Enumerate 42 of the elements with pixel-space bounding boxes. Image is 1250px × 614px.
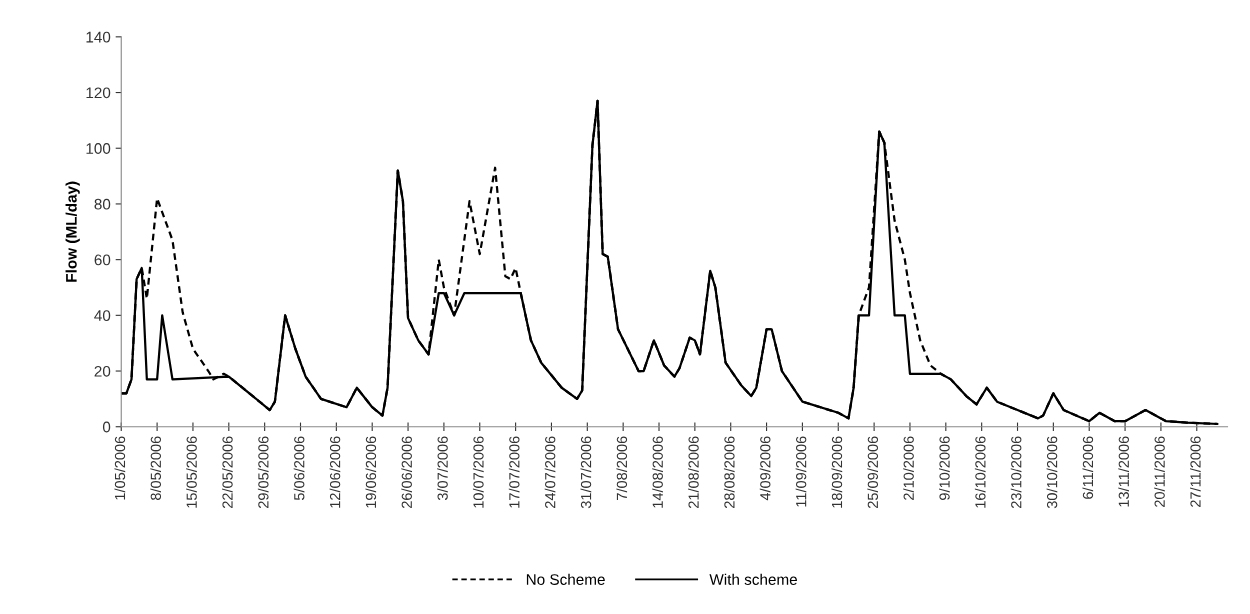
x-tick-label: 8/05/2006 xyxy=(150,436,162,500)
x-tick-label: 13/11/2006 xyxy=(1118,436,1129,507)
x-tick-label: 29/05/2006 xyxy=(257,436,269,508)
x-tick-label: 9/10/2006 xyxy=(939,436,950,500)
x-tick-label: 22/05/2006 xyxy=(222,436,233,508)
x-tick-label: 10/07/2006 xyxy=(472,436,484,508)
x-tick-label: 26/06/2006 xyxy=(401,436,412,508)
x-tick-label: 27/11/2006 xyxy=(1189,436,1201,507)
x-tick-label: 6/11/2006 xyxy=(1082,436,1094,499)
x-tick-label: 3/07/2006 xyxy=(437,436,448,501)
x-tick-label: 23/10/2006 xyxy=(1010,436,1022,508)
legend-label: With scheme xyxy=(709,573,797,585)
x-tick-label: 15/05/2006 xyxy=(186,436,197,508)
legend-label: No Scheme xyxy=(526,573,605,585)
x-tick-label: 24/07/2006 xyxy=(544,436,556,508)
x-tick-label: 25/09/2006 xyxy=(867,436,879,508)
y-tick-label: 80 xyxy=(94,198,111,210)
y-tick-label: 140 xyxy=(86,31,111,43)
y-tick-label: 40 xyxy=(94,310,111,322)
x-tick-label: 5/06/2006 xyxy=(293,436,305,501)
y-tick-label: 120 xyxy=(86,87,111,99)
x-tick-label: 19/06/2006 xyxy=(365,436,377,508)
x-tick-label: 12/06/2006 xyxy=(329,436,341,508)
y-tick-label: 20 xyxy=(94,365,111,377)
x-tick-label: 2/10/2006 xyxy=(903,436,914,500)
x-tick-label: 7/08/2006 xyxy=(616,436,628,500)
x-tick-label: 16/10/2006 xyxy=(974,436,986,508)
x-tick-label: 30/10/2006 xyxy=(1046,436,1058,509)
x-tick-label: 21/08/2006 xyxy=(688,436,699,508)
y-tick-label: 0 xyxy=(102,421,111,433)
x-tick-label: 11/09/2006 xyxy=(795,436,807,507)
x-tick-label: 18/09/2006 xyxy=(831,436,843,508)
x-tick-label: 14/08/2006 xyxy=(652,436,663,508)
x-tick-label: 1/05/2006 xyxy=(114,436,126,500)
x-tick-label: 31/07/2006 xyxy=(580,436,592,509)
y-tick-label: 60 xyxy=(94,254,111,266)
y-tick-label: 100 xyxy=(86,143,111,154)
x-tick-label: 20/11/2006 xyxy=(1154,436,1165,507)
x-tick-label: 28/08/2006 xyxy=(723,436,735,508)
x-tick-label: 17/07/2006 xyxy=(508,436,520,508)
x-tick-label: 4/09/2006 xyxy=(759,436,771,501)
y-axis-title: Flow (ML/day) xyxy=(65,181,80,282)
